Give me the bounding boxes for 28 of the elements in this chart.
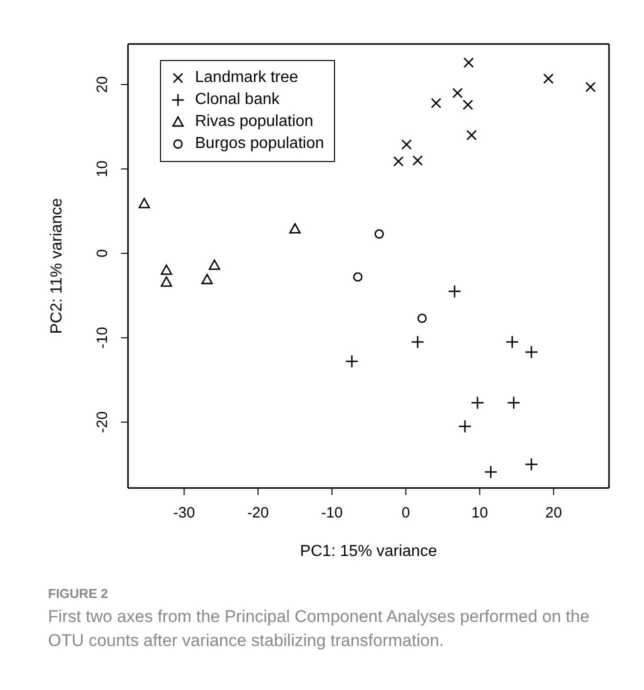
point bbox=[417, 314, 427, 324]
x-tick-label: 10 bbox=[471, 504, 488, 522]
point bbox=[289, 223, 301, 234]
legend-label: Landmark tree bbox=[195, 68, 298, 88]
x-axis-title: PC1: 15% variance bbox=[300, 543, 438, 560]
point bbox=[374, 229, 384, 239]
point bbox=[138, 198, 150, 208]
x-tick-label: -10 bbox=[321, 504, 343, 522]
y-axis-title: PC2: 11% variance bbox=[48, 198, 66, 334]
point bbox=[353, 272, 362, 282]
point bbox=[201, 274, 213, 284]
x-tick-label: -30 bbox=[173, 504, 195, 522]
legend-label: Clonal bank bbox=[195, 90, 280, 110]
point bbox=[160, 276, 172, 287]
x-tick-label: 20 bbox=[545, 504, 562, 522]
legend-label: Rivas population bbox=[195, 112, 314, 132]
y-tick-label: -20 bbox=[94, 411, 111, 434]
text: First two axes from the Principal Component Analyses performed on the OTU counts after variance stabilizing transformation. bbox=[48, 606, 590, 652]
caption: FIGURE 2 bbox=[48, 586, 109, 601]
x-tick-label: -20 bbox=[247, 504, 269, 522]
point bbox=[160, 264, 172, 275]
y-tick-label: 10 bbox=[94, 160, 111, 178]
y-tick-label: -10 bbox=[94, 326, 111, 349]
point bbox=[208, 259, 220, 270]
x-tick-label: 0 bbox=[402, 504, 410, 522]
legend-label: Burgos population bbox=[195, 134, 324, 154]
y-tick-label: 20 bbox=[94, 76, 111, 93]
y-tick-label: 0 bbox=[94, 249, 111, 258]
